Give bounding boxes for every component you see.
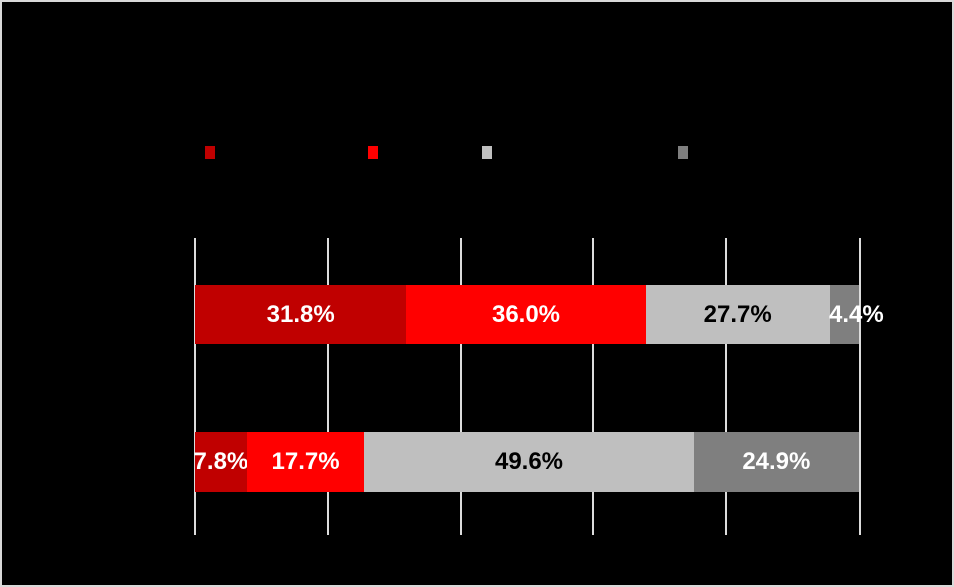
- legend-marker-red: [368, 146, 378, 159]
- gridline-80pct: [725, 238, 727, 535]
- gridline-0pct: [194, 238, 196, 535]
- gridline-40pct: [460, 238, 462, 535]
- segment-label: 31.8%: [266, 300, 335, 328]
- gridline-20pct: [327, 238, 329, 535]
- segment-label: 36.0%: [491, 300, 561, 328]
- legend-marker-dark-gray: [678, 146, 688, 159]
- segment-label: 27.7%: [703, 300, 772, 328]
- bar2-segment-dark-gray: 24.9%: [693, 432, 860, 492]
- segment-label: 24.9%: [742, 448, 811, 475]
- bar2-segment-dark-red: 7.8%: [193, 432, 249, 492]
- bar2-segment-light-gray: 49.6%: [364, 432, 694, 492]
- bar1-segment-dark-red: 31.8%: [195, 285, 407, 344]
- bar1-segment-red: 36.0%: [406, 285, 646, 344]
- bar-row-2: 7.8% 17.7% 49.6% 24.9%: [193, 432, 860, 492]
- gridline-100pct: [859, 238, 861, 535]
- legend-marker-light-gray: [482, 146, 492, 159]
- bar1-segment-dark-gray: 4.4%: [829, 285, 884, 344]
- segment-label: 7.8%: [193, 448, 249, 475]
- gridline-60pct: [592, 238, 594, 535]
- segment-label: 4.4%: [829, 300, 884, 328]
- segment-label: 17.7%: [271, 448, 340, 475]
- segment-label: 49.6%: [494, 448, 564, 475]
- bar-row-1: 31.8% 36.0% 27.7% 4.4%: [195, 285, 884, 344]
- legend-marker-dark-red: [205, 146, 215, 159]
- bar1-segment-light-gray: 27.7%: [645, 285, 830, 344]
- bar2-segment-red: 17.7%: [246, 432, 365, 492]
